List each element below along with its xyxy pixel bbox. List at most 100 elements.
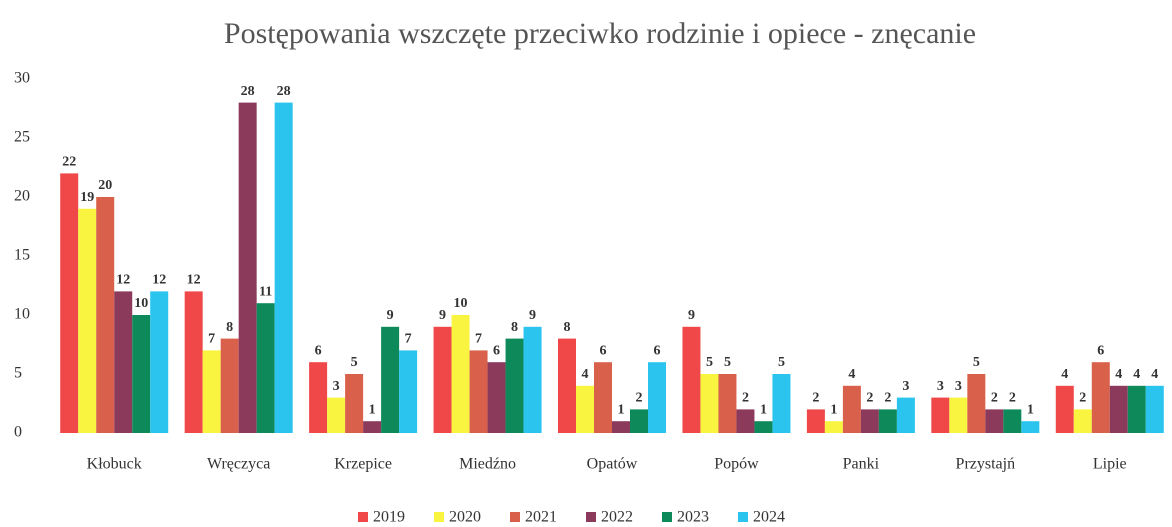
value-label: 2 <box>884 391 891 406</box>
bar <box>985 409 1004 433</box>
bar <box>1145 385 1164 433</box>
y-tick-label: 15 <box>14 247 30 264</box>
value-label: 3 <box>333 379 340 394</box>
bar <box>736 409 755 433</box>
bar <box>78 208 97 433</box>
value-label: 12 <box>152 273 166 288</box>
value-label: 2 <box>1079 391 1086 406</box>
x-tick-label: Panki <box>843 456 880 473</box>
value-label: 19 <box>80 190 94 205</box>
bar <box>505 338 524 433</box>
value-label: 3 <box>937 379 944 394</box>
value-label: 4 <box>1115 367 1122 382</box>
x-tick-label: Lipie <box>1093 456 1127 473</box>
value-label: 4 <box>582 367 589 382</box>
bar <box>114 291 133 433</box>
y-tick-label: 20 <box>14 188 30 205</box>
value-label: 3 <box>955 379 962 394</box>
bar <box>860 409 879 433</box>
value-label: 2 <box>866 391 873 406</box>
bar <box>487 362 506 433</box>
bar <box>184 291 203 433</box>
value-label: 2 <box>812 391 819 406</box>
value-label: 9 <box>688 308 695 323</box>
value-label: 2 <box>636 391 643 406</box>
value-label: 1 <box>369 402 376 417</box>
bar <box>576 385 594 433</box>
bar <box>1003 409 1022 433</box>
value-label: 2 <box>1009 391 1016 406</box>
x-tick-label: Opatów <box>587 456 638 473</box>
bar <box>1073 409 1092 433</box>
value-label: 2 <box>742 391 749 406</box>
legend-label: 2023 <box>677 509 709 526</box>
y-tick-label: 25 <box>14 129 30 146</box>
value-label: 1 <box>1027 402 1034 417</box>
bar <box>1055 385 1074 433</box>
legend-label: 2022 <box>601 509 633 526</box>
legend-swatch <box>358 512 368 522</box>
bar <box>433 326 452 433</box>
value-label: 7 <box>475 332 482 347</box>
value-label: 3 <box>902 379 909 394</box>
bar <box>238 102 257 433</box>
value-label: 5 <box>706 355 713 370</box>
bar <box>630 409 648 433</box>
value-label: 5 <box>973 355 980 370</box>
value-label: 6 <box>654 343 661 358</box>
legend-label: 2024 <box>753 509 785 526</box>
bar <box>202 350 221 433</box>
value-label: 1 <box>618 402 625 417</box>
bar <box>878 409 897 433</box>
legend-swatch <box>738 512 748 522</box>
bar <box>1021 421 1040 433</box>
value-label: 11 <box>259 284 272 299</box>
bar <box>612 421 630 433</box>
value-label: 20 <box>98 178 112 193</box>
legend-swatch <box>510 512 520 522</box>
bar <box>648 362 666 433</box>
bar <box>949 397 968 433</box>
value-label: 4 <box>1133 367 1140 382</box>
bar <box>754 421 773 433</box>
bar <box>772 374 791 433</box>
value-label: 8 <box>226 320 233 335</box>
x-tick-label: Miedźno <box>459 456 516 473</box>
bar <box>150 291 169 433</box>
value-label: 8 <box>511 320 518 335</box>
legend-label: 2019 <box>373 509 405 526</box>
value-label: 12 <box>187 273 201 288</box>
legend-swatch <box>434 512 444 522</box>
bar <box>256 303 275 433</box>
bar <box>594 362 612 433</box>
value-label: 22 <box>62 155 76 170</box>
y-tick-label: 5 <box>14 365 22 382</box>
bar <box>682 326 701 433</box>
value-label: 5 <box>351 355 358 370</box>
bar <box>399 350 418 433</box>
y-tick-label: 0 <box>14 424 22 441</box>
value-label: 28 <box>241 84 255 99</box>
legend-label: 2020 <box>449 509 481 526</box>
value-label: 6 <box>315 343 322 358</box>
bar <box>806 409 825 433</box>
bar <box>967 374 986 433</box>
legend-swatch <box>586 512 596 522</box>
value-label: 1 <box>760 402 767 417</box>
value-label: 10 <box>134 296 148 311</box>
chart-title: Postępowania wszczęte przeciwko rodzinie… <box>224 17 976 50</box>
value-label: 6 <box>493 343 500 358</box>
x-tick-label: Kłobuck <box>87 456 142 473</box>
x-tick-label: Krzepice <box>334 456 392 473</box>
value-label: 6 <box>600 343 607 358</box>
value-label: 7 <box>405 332 412 347</box>
value-label: 9 <box>387 308 394 323</box>
bar <box>700 374 719 433</box>
x-tick-label: Wręczyca <box>207 456 270 473</box>
bar <box>132 315 151 433</box>
value-label: 9 <box>439 308 446 323</box>
value-label: 2 <box>991 391 998 406</box>
value-label: 12 <box>116 273 130 288</box>
value-label: 7 <box>208 332 215 347</box>
